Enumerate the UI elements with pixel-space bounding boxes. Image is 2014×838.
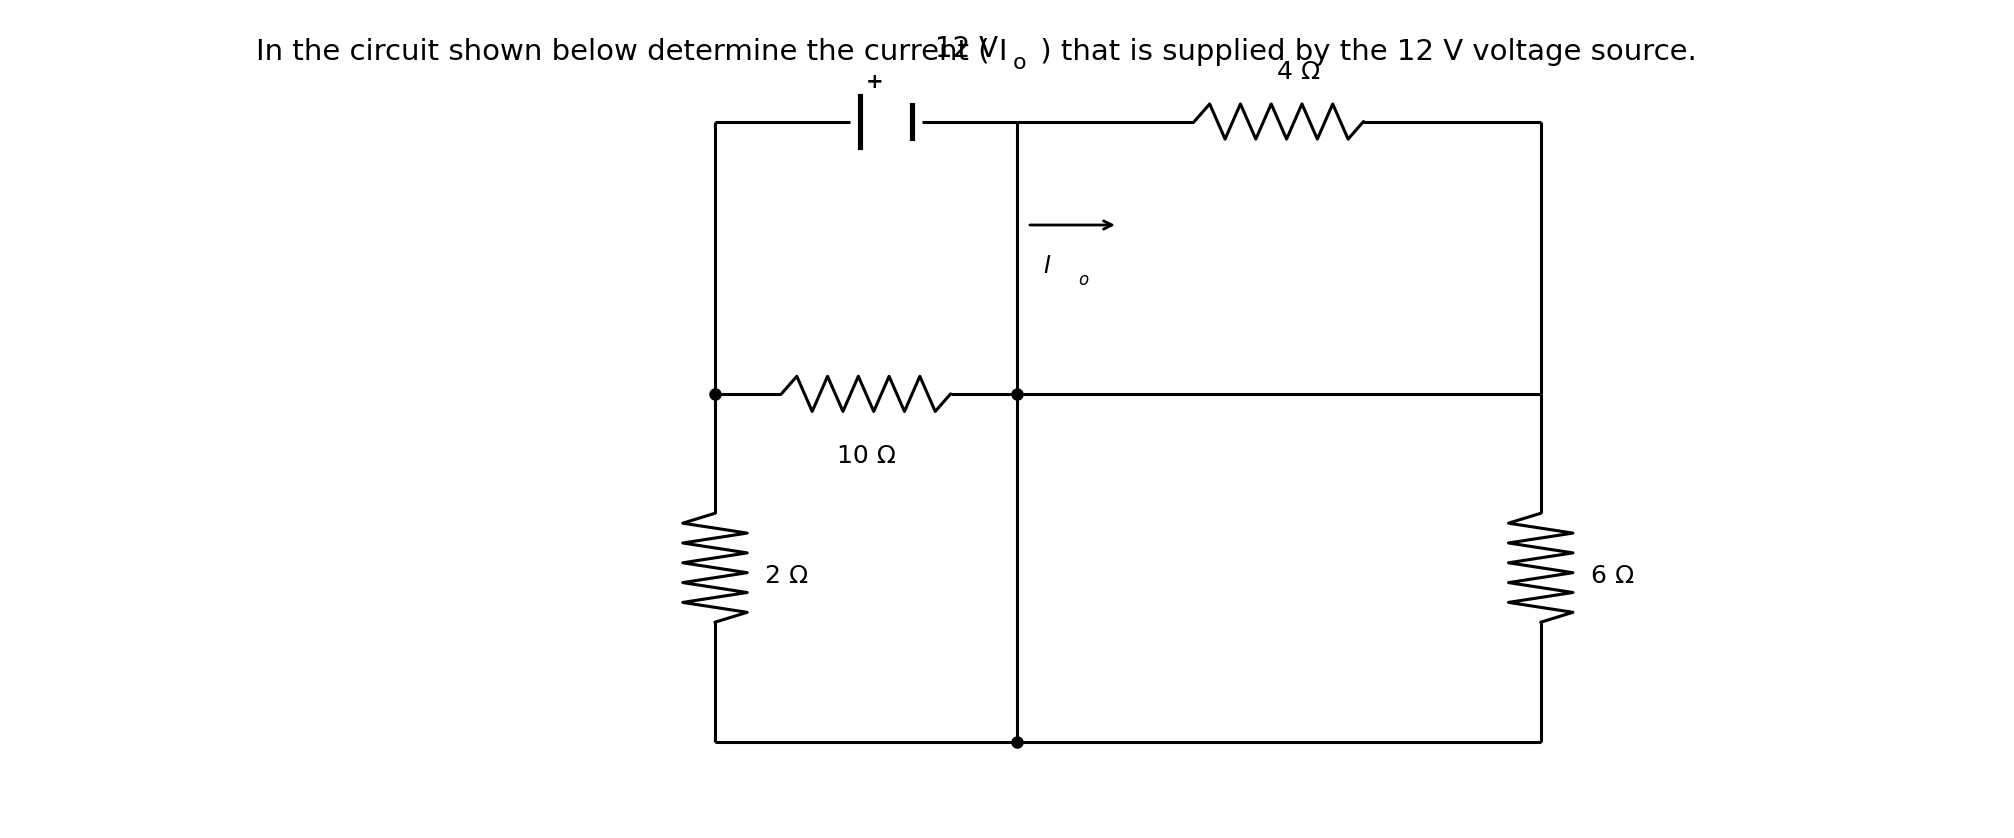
Text: o: o	[1077, 272, 1090, 289]
Text: In the circuit shown below determine the current ( I: In the circuit shown below determine the…	[256, 38, 1007, 65]
Text: o: o	[1013, 53, 1027, 73]
Text: 10 Ω: 10 Ω	[836, 444, 896, 468]
Text: 2 Ω: 2 Ω	[765, 564, 808, 588]
Text: ) that is supplied by the 12 V voltage source.: ) that is supplied by the 12 V voltage s…	[1031, 38, 1698, 65]
Text: 4 Ω: 4 Ω	[1277, 59, 1321, 84]
Text: I: I	[1043, 255, 1051, 278]
Text: 12 V: 12 V	[934, 35, 999, 63]
Text: +: +	[866, 72, 884, 92]
Text: 6 Ω: 6 Ω	[1591, 564, 1633, 588]
